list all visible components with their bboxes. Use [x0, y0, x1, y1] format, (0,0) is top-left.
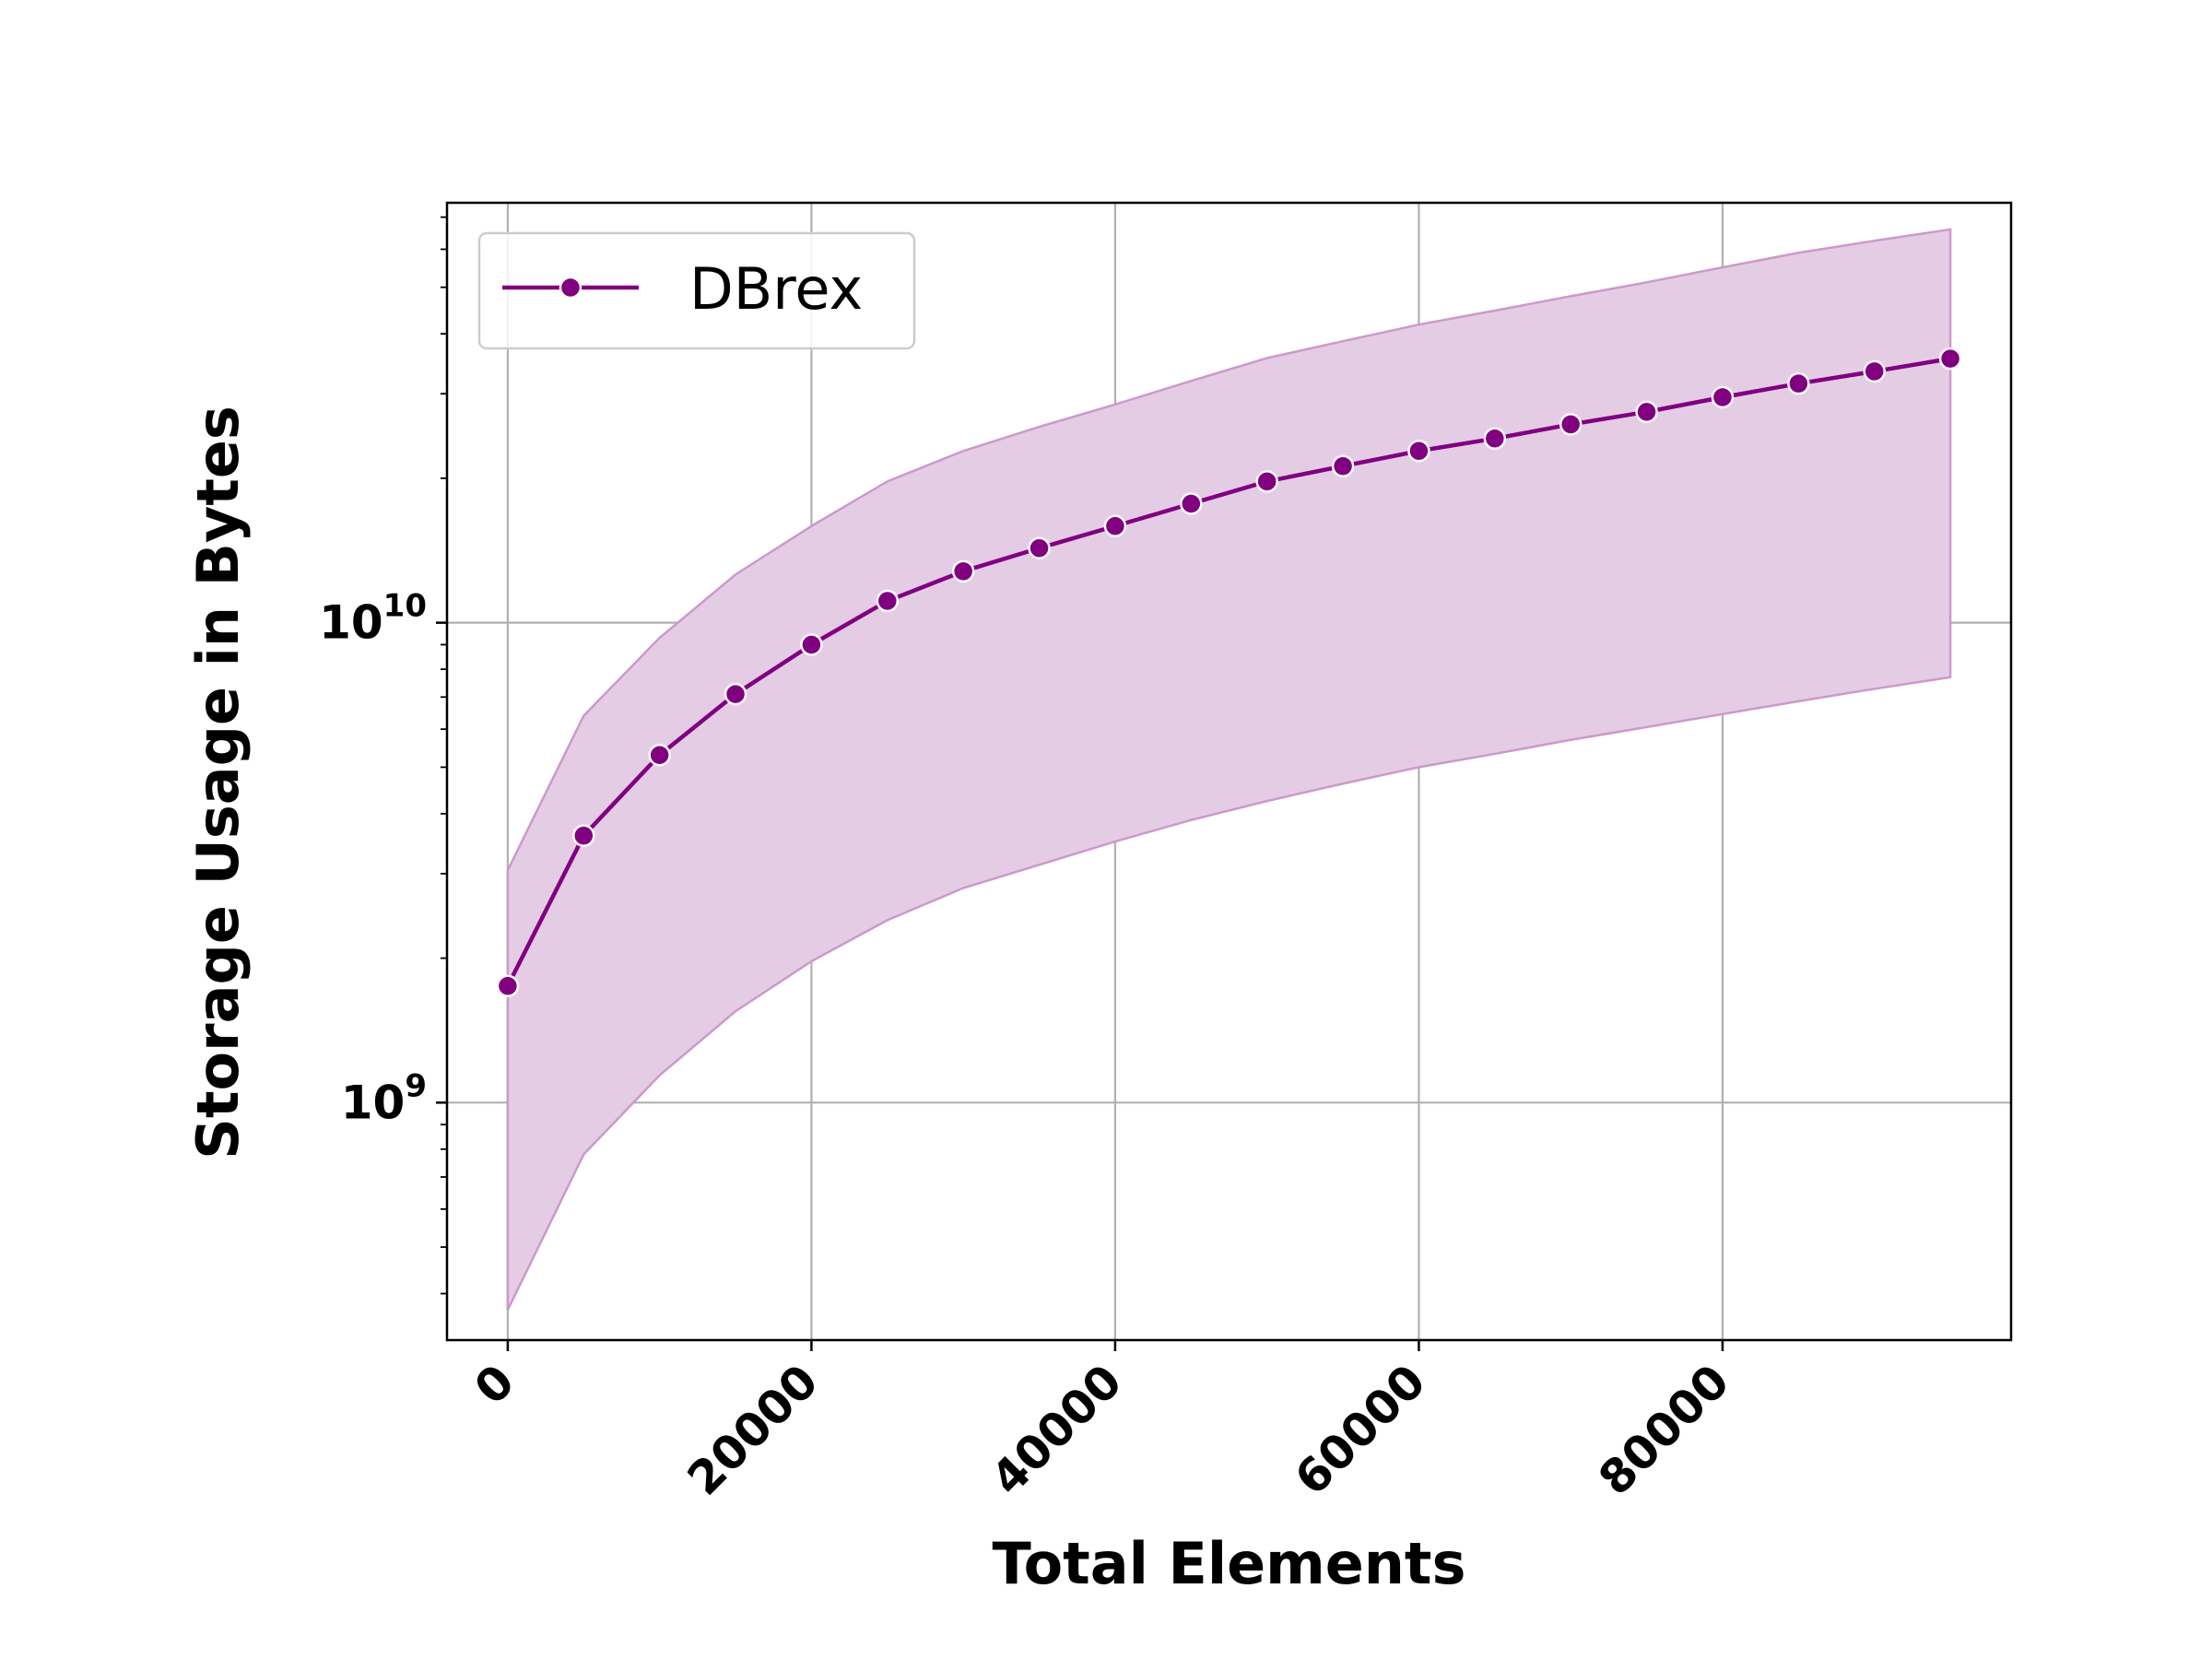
y-tick-base: 10: [341, 1076, 406, 1129]
legend-marker: [559, 276, 582, 300]
y-tick-label: 1010: [319, 588, 427, 650]
data-point: [1255, 470, 1278, 493]
data-point: [724, 682, 747, 706]
band-layer: [506, 228, 1952, 1311]
data-point: [1559, 413, 1583, 436]
data-point: [1180, 492, 1203, 515]
plot-frame: [445, 201, 2013, 1342]
y-tick-exponent: 9: [405, 1067, 427, 1104]
data-point: [1331, 454, 1355, 477]
series-line: [505, 356, 1951, 987]
y-axis-title: Storage Usage in Bytes: [184, 406, 252, 1159]
data-point: [1635, 400, 1658, 424]
data-point: [1787, 371, 1810, 395]
x-axis-title: Total Elements: [993, 1530, 1466, 1597]
legend-box: [477, 231, 916, 350]
data-point: [1483, 427, 1507, 451]
series-layer: [496, 347, 1962, 998]
data-point: [800, 633, 823, 656]
data-point: [1103, 514, 1127, 538]
data-point: [1028, 536, 1051, 560]
legend: DBrex: [477, 231, 916, 350]
data-point: [951, 559, 975, 583]
confidence-band: [506, 228, 1952, 1311]
data-point: [496, 974, 520, 998]
data-point: [1938, 347, 1962, 371]
y-tick-exponent: 10: [383, 588, 427, 625]
legend-label: DBrex: [689, 255, 863, 323]
data-point: [876, 589, 900, 613]
data-point: [572, 824, 595, 847]
data-point: [1711, 385, 1735, 409]
y-tick-base: 10: [319, 596, 383, 650]
data-point: [1863, 359, 1886, 383]
data-point: [648, 743, 671, 767]
data-point: [1407, 440, 1430, 463]
y-tick-label: 109: [341, 1067, 427, 1129]
